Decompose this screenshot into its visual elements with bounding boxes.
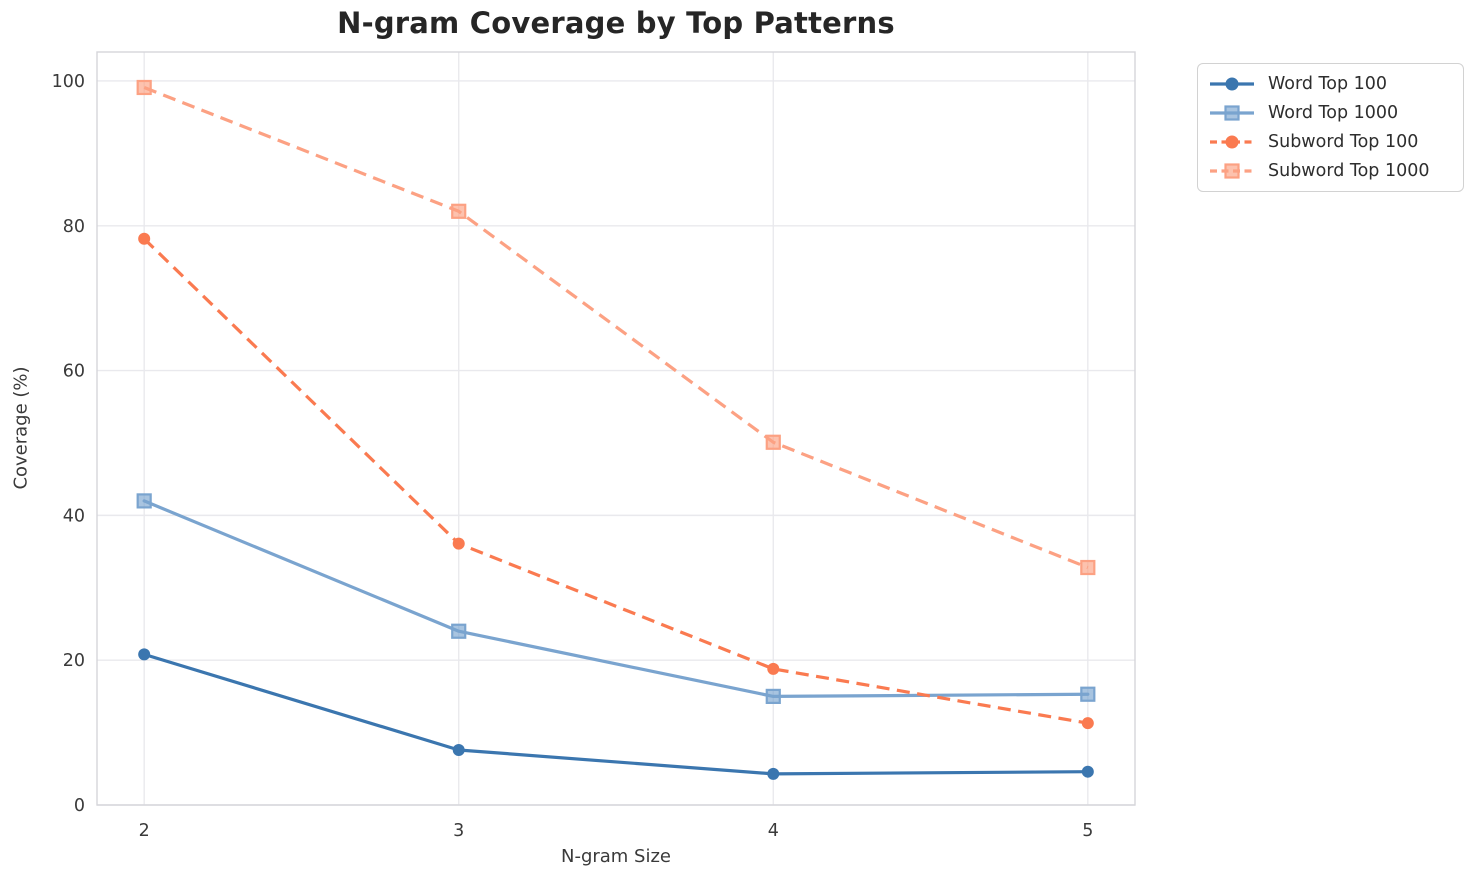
- series-line-subword-top-1000: [143, 85, 1089, 570]
- data-point-marker: [767, 662, 780, 675]
- y-tick-label: 20: [63, 651, 85, 671]
- data-point-marker: [451, 623, 467, 639]
- x-axis-label: N-gram Size: [560, 846, 672, 867]
- legend-marker: [1224, 163, 1240, 179]
- data-point-marker: [136, 79, 152, 96]
- y-tick-label: 40: [63, 506, 85, 526]
- chart-title: N-gram Coverage by Top Patterns: [337, 6, 895, 40]
- y-tick-label: 80: [63, 217, 85, 237]
- y-tick-label: 0: [74, 796, 85, 816]
- data-point-marker: [452, 743, 465, 756]
- x-tick-label: 5: [1082, 821, 1093, 841]
- legend-item: Subword Top 100: [1208, 128, 1453, 156]
- legend-marker: [1225, 77, 1239, 91]
- data-point-marker: [1081, 765, 1094, 778]
- series-line-word-top-100: [142, 652, 1090, 776]
- legend-item: Word Top 1000: [1208, 99, 1453, 127]
- plot-border: [96, 51, 1136, 806]
- legend-item-label: Word Top 100: [1268, 73, 1388, 94]
- data-point-marker: [765, 434, 781, 450]
- legend-marker: [1224, 105, 1240, 121]
- y-tick-label: 100: [52, 72, 85, 92]
- legend-item: Word Top 100: [1208, 70, 1453, 98]
- data-point-marker: [1080, 559, 1096, 576]
- data-point-marker: [451, 203, 467, 219]
- x-tick-label: 3: [453, 821, 464, 841]
- data-point-marker: [136, 493, 152, 509]
- data-point-marker: [138, 232, 151, 245]
- legend-line-sample: [1210, 163, 1254, 179]
- y-tick-label: 60: [63, 362, 85, 382]
- legend-item-label: Subword Top 1000: [1268, 161, 1430, 182]
- y-axis-label: Coverage (%): [10, 366, 32, 490]
- data-point-marker: [1081, 717, 1094, 730]
- legend-marker: [1225, 135, 1239, 149]
- x-tick-label: 2: [139, 821, 150, 841]
- data-point-marker: [1080, 686, 1096, 702]
- series-line-subword-top-100: [143, 237, 1089, 725]
- legend-item-label: Word Top 1000: [1268, 102, 1399, 123]
- data-point-marker: [765, 688, 781, 704]
- data-point-marker: [452, 537, 465, 550]
- x-tick-label: 4: [768, 821, 779, 841]
- legend-item: Subword Top 1000: [1208, 157, 1453, 185]
- legend-item-label: Subword Top 100: [1268, 132, 1419, 153]
- series-line-word-top-1000: [142, 499, 1090, 698]
- legend-box: Word Top 100 Word Top 1000 Subword Top 100…: [1197, 63, 1464, 192]
- legend-line-sample: [1210, 135, 1254, 149]
- data-point-marker: [138, 648, 151, 661]
- data-point-marker: [767, 767, 780, 780]
- legend-line-sample: [1210, 105, 1254, 121]
- legend-line-sample: [1210, 77, 1254, 91]
